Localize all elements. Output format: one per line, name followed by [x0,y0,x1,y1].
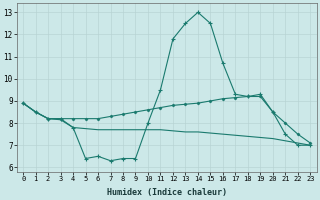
X-axis label: Humidex (Indice chaleur): Humidex (Indice chaleur) [107,188,227,197]
